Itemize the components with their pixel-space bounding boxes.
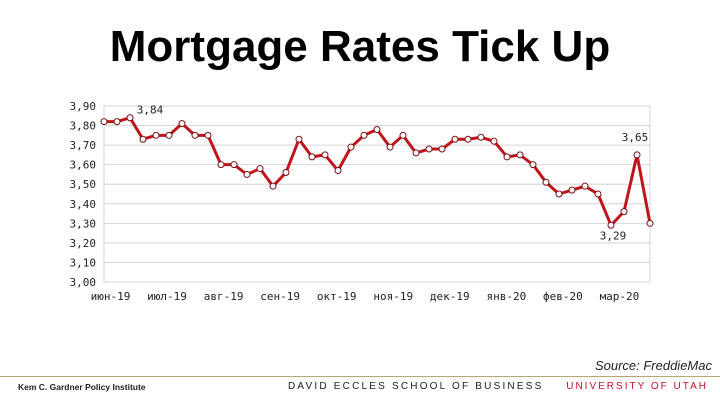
- slide-title: Mortgage Rates Tick Up: [109, 22, 611, 71]
- data-point: [243, 170, 251, 178]
- data-point: [126, 114, 134, 122]
- data-point: [308, 153, 316, 161]
- data-point: [620, 208, 628, 216]
- data-point: [542, 178, 550, 186]
- y-tick-label: 3,90: [70, 100, 97, 113]
- data-point: [425, 145, 433, 153]
- data-point: [438, 145, 446, 153]
- source-note: Source: FreddieMac: [594, 358, 712, 373]
- footer-divider: [0, 376, 720, 377]
- data-point: [334, 167, 342, 175]
- data-point: [204, 131, 212, 139]
- y-tick-label: 3,10: [70, 256, 97, 269]
- x-tick-label: мар-20: [600, 290, 640, 303]
- data-point: [321, 151, 329, 159]
- data-point: [451, 135, 459, 143]
- y-tick-label: 3,70: [70, 139, 97, 152]
- data-point: [386, 143, 394, 151]
- y-tick-label: 3,50: [70, 178, 97, 191]
- data-point: [100, 118, 108, 126]
- data-point: [256, 165, 264, 173]
- data-point: [464, 135, 472, 143]
- data-point: [633, 151, 641, 159]
- footer-university-name: UNIVERSITY OF UTAH: [566, 381, 708, 392]
- data-point: [646, 219, 654, 227]
- data-point: [230, 161, 238, 169]
- data-point: [113, 118, 121, 126]
- data-label: 3,84: [137, 104, 164, 117]
- data-point: [477, 133, 485, 141]
- data-points: [100, 114, 654, 229]
- x-axis-tick-labels: июн-19 июл-19 авг-19 сен-19 окт-19 ноя-19 дек-…: [91, 290, 640, 303]
- data-point: [516, 151, 524, 159]
- data-label: 3,29: [600, 229, 627, 242]
- x-tick-label: дек-19: [430, 290, 470, 303]
- data-point: [217, 161, 225, 169]
- data-point: [555, 190, 563, 198]
- line-chart: 3,00 3,10 3,20 3,30 3,40 3,50 3,60 3,70 3,80 3,90…: [70, 100, 654, 303]
- data-point: [529, 161, 537, 169]
- footer-institute-logo: Kem C. Gardner Policy Institute: [18, 382, 146, 392]
- chart-gridlines: [103, 105, 651, 283]
- data-point: [607, 221, 615, 229]
- data-point: [490, 137, 498, 145]
- x-tick-label: янв-20: [486, 290, 526, 303]
- data-point: [295, 135, 303, 143]
- data-point: [503, 153, 511, 161]
- data-labels: 3,84 3,65 3,29: [137, 104, 649, 243]
- data-point: [165, 131, 173, 139]
- y-tick-label: 3,30: [70, 217, 97, 230]
- data-point: [152, 131, 160, 139]
- y-tick-label: 3,80: [70, 120, 97, 133]
- data-point: [399, 131, 407, 139]
- data-point: [373, 125, 381, 133]
- x-tick-label: окт-19: [317, 290, 357, 303]
- y-tick-label: 3,00: [70, 276, 97, 289]
- x-tick-label: сен-19: [260, 290, 300, 303]
- y-axis-tick-labels: 3,00 3,10 3,20 3,30 3,40 3,50 3,60 3,70 3,80 3,90: [70, 100, 97, 289]
- footer-school-name: DAVID ECCLES SCHOOL OF BUSINESS: [288, 381, 544, 392]
- x-tick-label: фев-20: [543, 290, 583, 303]
- data-point: [594, 190, 602, 198]
- y-tick-label: 3,20: [70, 237, 97, 250]
- x-tick-label: июл-19: [147, 290, 187, 303]
- data-point: [568, 186, 576, 194]
- data-point: [139, 135, 147, 143]
- data-point: [178, 120, 186, 128]
- x-tick-label: июн-19: [91, 290, 131, 303]
- data-label: 3,65: [622, 131, 649, 144]
- data-point: [360, 131, 368, 139]
- data-point: [412, 149, 420, 157]
- x-tick-label: ноя-19: [373, 290, 413, 303]
- x-tick-label: авг-19: [204, 290, 244, 303]
- data-point: [191, 131, 199, 139]
- data-point: [581, 182, 589, 190]
- data-point: [269, 182, 277, 190]
- data-point: [347, 143, 355, 151]
- y-tick-label: 3,40: [70, 198, 97, 211]
- y-tick-label: 3,60: [70, 159, 97, 172]
- series-line: [102, 116, 652, 227]
- data-point: [282, 168, 290, 176]
